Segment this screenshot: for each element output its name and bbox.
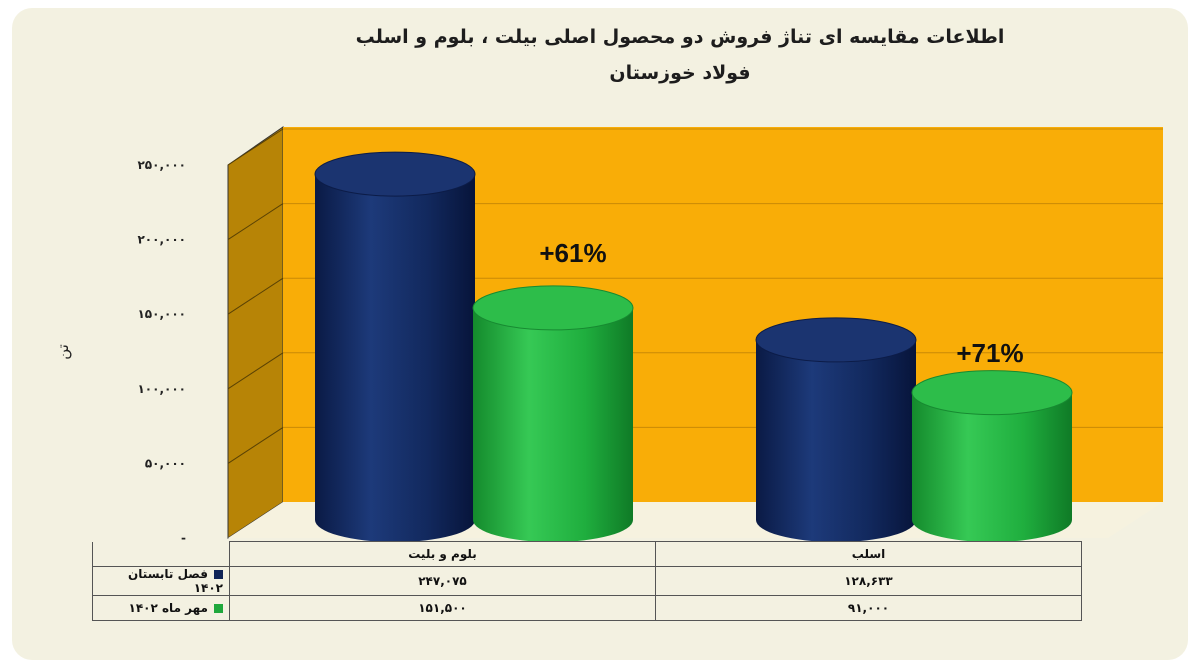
bar-top [314,151,476,197]
bar-body [756,339,916,542]
value-cell: ۲۴۷,۰۷۵ [229,566,656,596]
data-table: اسلب بلوم و بلیت ۱۲۸,۶۳۳ ۲۴۷,۰۷۵ فصل تاب… [92,541,1082,621]
chart-title-line2: فولاد خوزستان [609,62,751,84]
legend-label: فصل تابستان ۱۴۰۲ [128,567,223,595]
category-cell: اسلب [655,541,1082,567]
bars-layer [314,151,1073,542]
bar-top [472,285,634,331]
value-cell: ۹۱,۰۰۰ [655,595,1082,621]
grid-line-side [227,426,284,464]
y-axis-label: تن [54,344,72,360]
side-wall [227,126,284,539]
value-cell: ۱۵۱,۵۰۰ [229,595,656,621]
grid-line-side [227,128,284,166]
y-tick-label: - [181,531,186,545]
bar-summer-0 [314,151,476,542]
legend-cell-mehr: مهر ماه ۱۴۰۲ [92,595,230,621]
legend-swatch-green [214,604,223,613]
legend-label: مهر ماه ۱۴۰۲ [128,601,209,615]
y-axis-ticks: - ۵۰,۰۰۰ ۱۰۰,۰۰۰ ۱۵۰,۰۰۰ ۲۰۰,۰۰۰ ۲۵۰,۰۰۰ [137,158,186,545]
y-tick-label: ۲۰۰,۰۰۰ [137,233,186,247]
y-tick-label: ۱۵۰,۰۰۰ [137,307,186,321]
grid-line-side [227,352,284,390]
table-header-row: اسلب بلوم و بلیت [92,541,1082,567]
table-row: ۱۲۸,۶۳۳ ۲۴۷,۰۷۵ فصل تابستان ۱۴۰۲ [92,566,1082,596]
pct-annotation: +61% [539,238,606,268]
grid-line-side [227,277,284,315]
bar-mehr-1 [911,370,1073,542]
bar-mehr-0 [472,285,634,542]
category-cell: بلوم و بلیت [229,541,656,567]
bar-body [912,392,1072,542]
bar-top [911,370,1073,416]
y-tick-label: ۵۰,۰۰۰ [145,456,186,470]
legend-cell-summer: فصل تابستان ۱۴۰۲ [92,566,230,596]
bar-summer-1 [755,317,917,542]
grid-line-side [227,203,284,241]
y-tick-label: ۱۰۰,۰۰۰ [137,382,186,396]
annotations-layer: +61% +71% [539,238,1023,368]
legend-header-cell [92,541,230,567]
bar-body [315,174,475,542]
chart-title-line1: اطلاعات مقایسه ای تناژ فروش دو محصول اصل… [355,26,1005,48]
legend-swatch-blue [214,570,223,579]
pct-annotation: +71% [956,338,1023,368]
value-cell: ۱۲۸,۶۳۳ [655,566,1082,596]
y-tick-label: ۲۵۰,۰۰۰ [137,158,186,172]
bar-top [755,317,917,363]
bar-body [473,307,633,542]
table-row: ۹۱,۰۰۰ ۱۵۱,۵۰۰ مهر ماه ۱۴۰۲ [92,595,1082,621]
